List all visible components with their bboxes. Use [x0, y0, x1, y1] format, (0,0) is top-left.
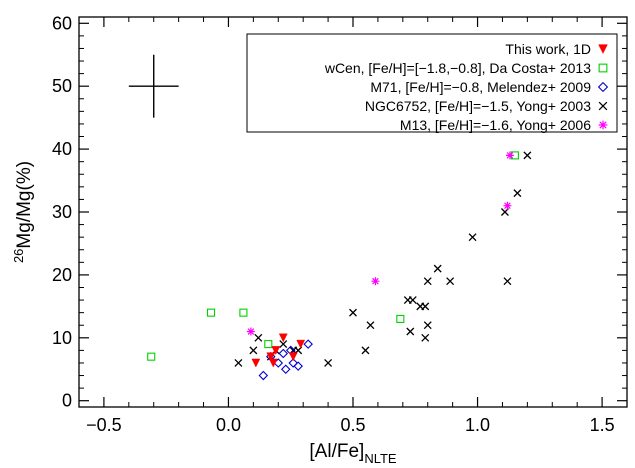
legend-marker: [598, 44, 608, 54]
y-tick-label: 20: [52, 265, 72, 285]
data-point: [147, 352, 156, 361]
data-point: [503, 277, 512, 286]
data-point: [206, 308, 216, 317]
legend-marker: [598, 120, 608, 130]
x-tick-label: 0.0: [216, 415, 241, 435]
x-axis-title: [Al/Fe]NLTE: [309, 441, 397, 466]
data-point: [249, 346, 258, 355]
x-axis-title-base: [Al/Fe]: [309, 441, 364, 462]
data-point: [349, 308, 357, 317]
x-axis-title-subscript: NLTE: [364, 451, 397, 466]
data-point: [366, 321, 375, 330]
data-point: [280, 364, 291, 375]
data-point: [406, 327, 415, 336]
legend-label: This work, 1D: [505, 41, 591, 57]
data-point: [503, 201, 512, 210]
axis-tick-labels: −0.5 0.0 0.5 1.0 1.5 0 10 20 30 40 50 60: [52, 13, 615, 435]
data-point: [324, 359, 333, 367]
y-tick-label: 10: [52, 328, 72, 348]
data-point: [505, 151, 514, 160]
data-point: [239, 308, 248, 317]
legend-label: M71, [Fe/H]=−0.8, Melendez+ 2009: [370, 79, 591, 95]
error-bar-marker: [128, 54, 179, 118]
y-tick-label: 40: [52, 139, 72, 159]
data-point: [396, 314, 405, 323]
legend-label: wCen, [Fe/H]=[−1.8,−0.8], Da Costa+ 2013: [324, 60, 591, 76]
y-tick-label: 0: [62, 391, 72, 411]
y-tick-label: 60: [52, 13, 72, 33]
data-point: [266, 352, 276, 362]
y-axis-title-superscript: 26: [11, 249, 26, 263]
data-points: [147, 151, 532, 381]
data-point: [271, 346, 281, 355]
data-point: [468, 233, 477, 242]
data-point: [423, 277, 432, 286]
data-point: [234, 359, 243, 367]
data-point: [371, 277, 380, 286]
data-point: [523, 151, 532, 160]
x-tick-label: 1.0: [465, 415, 490, 435]
legend-marker: [598, 101, 608, 111]
data-point: [296, 339, 306, 349]
x-tick-label: 0.5: [340, 415, 365, 435]
data-point: [293, 361, 303, 371]
y-tick-label: 30: [52, 202, 72, 222]
data-point: [513, 189, 522, 198]
data-point: [278, 348, 289, 359]
legend-marker: [597, 81, 609, 93]
data-point: [268, 358, 278, 368]
data-point: [288, 358, 298, 368]
axis-ticks: [78, 17, 628, 407]
data-point: [423, 321, 432, 330]
legend-entries: This work, 1D wCen, [Fe/H]=[−1.8,−0.8], D…: [324, 41, 609, 133]
data-point: [258, 370, 269, 381]
data-point: [254, 333, 263, 342]
legend-box: [246, 33, 618, 133]
legend-label: NGC6752, [Fe/H]=−1.5, Yong+ 2003: [365, 98, 591, 114]
data-point: [433, 264, 442, 273]
data-point: [288, 352, 298, 362]
data-point: [421, 333, 430, 342]
data-point: [246, 327, 255, 336]
legend-label: M13, [Fe/H]=−1.6, Yong+ 2006: [400, 117, 591, 133]
legend: This work, 1D wCen, [Fe/H]=[−1.8,−0.8], D…: [246, 33, 618, 133]
data-point: [421, 302, 430, 311]
data-point: [251, 358, 261, 368]
data-point: [279, 340, 288, 349]
y-axis-title-rest: Mg/Mg(%): [14, 161, 35, 249]
y-tick-label: 50: [52, 76, 72, 96]
x-tick-label: 1.5: [590, 415, 615, 435]
data-point: [303, 339, 313, 349]
data-point: [278, 333, 288, 343]
y-axis-title: 26Mg/Mg(%): [11, 161, 35, 263]
data-point: [408, 296, 417, 305]
x-tick-label: −0.5: [86, 415, 122, 435]
data-point: [361, 346, 370, 355]
data-point: [264, 340, 273, 349]
legend-marker: [598, 63, 608, 73]
data-point: [446, 277, 455, 286]
